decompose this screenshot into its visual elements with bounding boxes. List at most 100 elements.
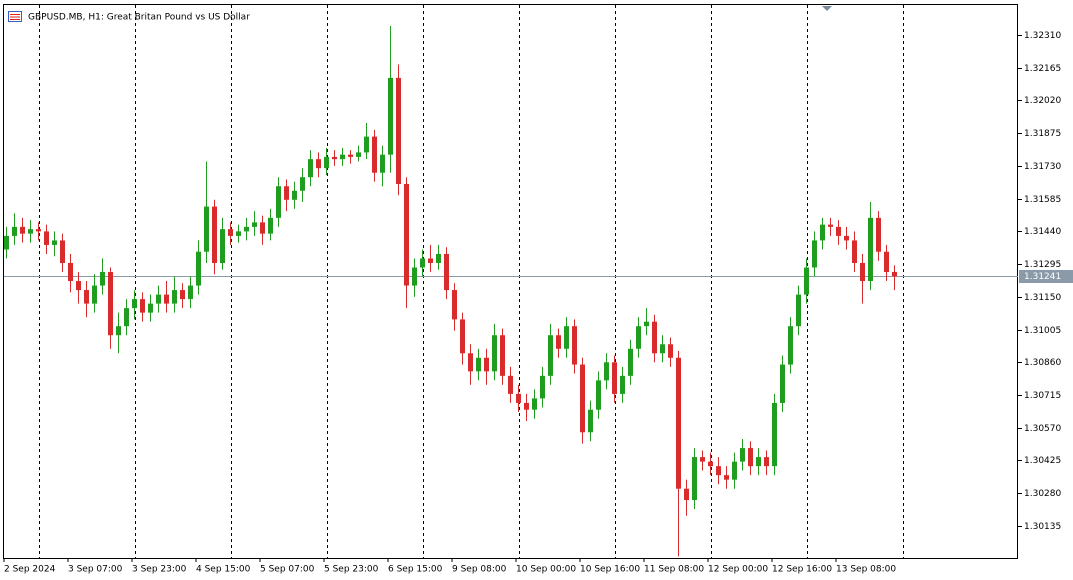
candle-body: [892, 272, 897, 277]
candle-body: [284, 186, 289, 200]
candle-body: [628, 348, 633, 376]
candle-body: [828, 224, 833, 227]
candle-body: [812, 240, 817, 268]
candle-body: [748, 448, 753, 467]
candle-body: [244, 226, 249, 232]
candle-body: [732, 461, 737, 480]
y-tick-label: 1.30280: [1024, 489, 1061, 499]
candle-body: [292, 190, 297, 200]
candle-body: [468, 353, 473, 372]
candle-body: [708, 461, 713, 467]
x-tick-label: 10 Sep 00:00: [516, 565, 576, 575]
x-tick-label: 9 Sep 08:00: [452, 565, 507, 575]
x-tick-label: 6 Sep 15:00: [388, 565, 443, 575]
candle-body: [180, 290, 185, 300]
candle-body: [548, 335, 553, 376]
y-tick-label: 1.30135: [1024, 522, 1061, 532]
x-tick-label: 12 Sep 16:00: [772, 565, 832, 575]
x-tick-label: 13 Sep 08:00: [836, 565, 896, 575]
y-tick-label: 1.30715: [1024, 391, 1061, 401]
candle-body: [844, 235, 849, 241]
x-tick-label: 4 Sep 15:00: [196, 565, 251, 575]
candle-body: [492, 335, 497, 372]
x-tick-label: 5 Sep 23:00: [324, 565, 379, 575]
candle-body: [28, 229, 33, 234]
symbol-icon: [8, 11, 22, 22]
candle-body: [236, 231, 241, 236]
y-tick-label: 1.31005: [1024, 326, 1061, 336]
candle-body: [740, 448, 745, 462]
candle-body: [644, 321, 649, 327]
candle-body: [556, 335, 561, 349]
candle-body: [172, 290, 177, 304]
candle-body: [612, 362, 617, 394]
candle-body: [108, 272, 113, 336]
x-tick-label: 12 Sep 00:00: [708, 565, 768, 575]
candle-body: [756, 457, 761, 467]
candle-body: [228, 229, 233, 236]
x-tick-label: 3 Sep 07:00: [68, 565, 123, 575]
candle-body: [364, 136, 369, 153]
y-tick-label: 1.31585: [1024, 195, 1061, 205]
candle-body: [540, 375, 545, 399]
candle-body: [404, 183, 409, 286]
candle-body: [604, 362, 609, 381]
candle-body: [140, 299, 145, 313]
candle-body: [4, 235, 9, 250]
candle-body: [684, 488, 689, 500]
chart-title: GBPUSD.MB, H1: Great Britan Pound vs US …: [28, 13, 250, 23]
candle-body: [772, 402, 777, 467]
y-tick-label: 1.30860: [1024, 358, 1061, 368]
x-tick-label: 3 Sep 23:00: [132, 565, 187, 575]
candle-body: [452, 290, 457, 320]
candle-body: [380, 154, 385, 173]
candle-body: [340, 154, 345, 160]
candle-body: [316, 159, 321, 169]
candle-body: [780, 364, 785, 403]
y-tick-label: 1.31875: [1024, 129, 1061, 139]
candle-body: [724, 475, 729, 480]
y-tick-label: 1.30570: [1024, 424, 1061, 434]
candle-body: [692, 457, 697, 500]
candle-body: [276, 186, 281, 218]
y-tick-label: 1.32020: [1024, 96, 1061, 106]
candle-body: [84, 290, 89, 304]
candle-body: [508, 375, 513, 394]
candle-body: [60, 240, 65, 263]
x-tick-label: 2 Sep 2024: [4, 565, 56, 575]
candle-body: [324, 156, 329, 169]
candle-body: [396, 77, 401, 184]
candle-body: [868, 217, 873, 282]
candle-body: [124, 308, 129, 327]
candle-body: [636, 326, 641, 349]
candle-body: [716, 466, 721, 476]
candle-body: [12, 226, 17, 236]
candle-body: [52, 240, 57, 245]
candle-body: [148, 303, 153, 313]
candle-body: [860, 262, 865, 282]
candle-body: [204, 206, 209, 252]
candle-body: [132, 299, 137, 309]
candle-body: [820, 224, 825, 241]
candle-body: [796, 294, 801, 327]
candle-body: [660, 344, 665, 354]
candle-body: [188, 285, 193, 300]
candle-body: [620, 375, 625, 394]
candle-body: [460, 319, 465, 354]
plot-frame: [3, 4, 1018, 559]
candle-body: [308, 159, 313, 178]
candle-body: [876, 217, 881, 252]
candle-body: [388, 77, 393, 155]
candle-body: [164, 294, 169, 304]
candle-body: [196, 251, 201, 286]
candle-body: [372, 136, 377, 173]
candle-body: [516, 393, 521, 403]
candle-body: [852, 240, 857, 263]
candle-body: [484, 357, 489, 372]
candle-body: [524, 402, 529, 410]
candle-body: [260, 222, 265, 234]
y-tick-label: 1.31440: [1024, 227, 1061, 237]
candle-body: [884, 251, 889, 273]
